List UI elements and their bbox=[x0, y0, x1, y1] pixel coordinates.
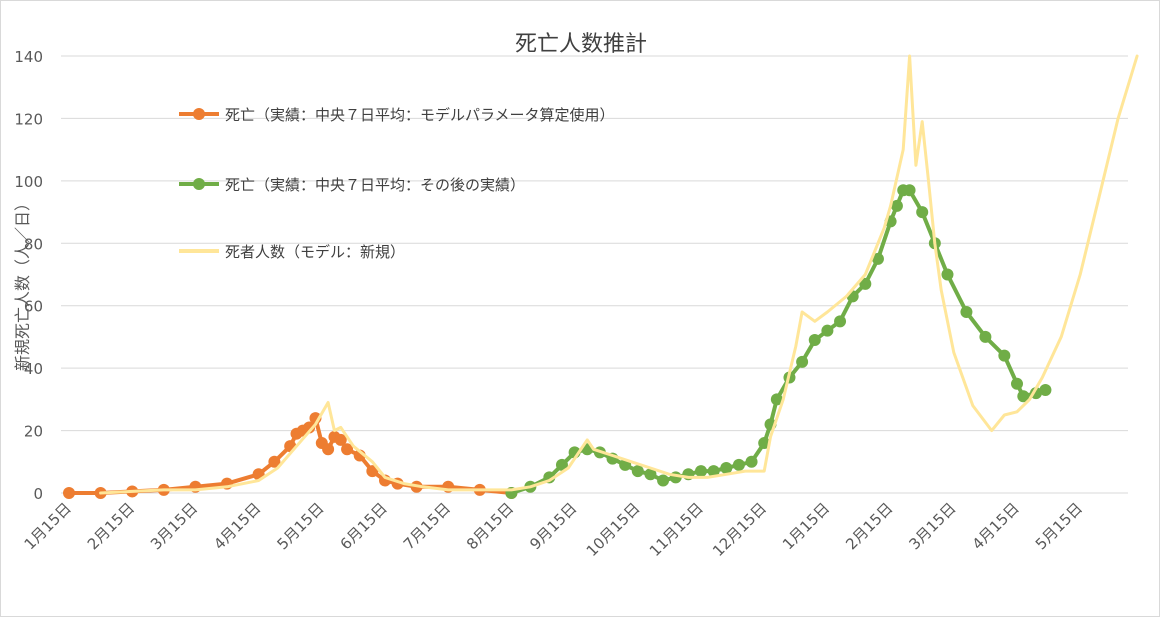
chart-title: 死亡人数推計 bbox=[515, 32, 647, 57]
x-tick-label: 12月15日 bbox=[709, 499, 770, 560]
legend-marker-green bbox=[193, 178, 205, 190]
y-axis-label: 新規死亡人数（人／日） bbox=[13, 195, 32, 371]
data-point bbox=[998, 349, 1011, 362]
data-point bbox=[334, 433, 347, 446]
y-axis-ticks: 0 20 40 60 80 100 120 140 bbox=[14, 48, 43, 503]
gridlines bbox=[61, 55, 1128, 494]
x-tick-label: 5月15日 bbox=[273, 499, 327, 553]
data-point bbox=[758, 437, 771, 450]
y-tick-label: 100 bbox=[14, 173, 43, 191]
x-tick-label: 1月15日 bbox=[21, 499, 75, 553]
data-point bbox=[555, 458, 568, 471]
data-point bbox=[1011, 377, 1023, 390]
data-point bbox=[322, 443, 335, 456]
data-point bbox=[63, 487, 75, 499]
x-tick-label: 4月15日 bbox=[210, 499, 264, 553]
legend-label-green: 死亡（実績：中央７日平均：その後の実績） bbox=[225, 176, 525, 194]
y-tick-label: 140 bbox=[14, 48, 43, 66]
x-tick-label: 3月15日 bbox=[905, 499, 959, 553]
data-point bbox=[871, 252, 884, 265]
y-tick-label: 120 bbox=[14, 110, 43, 128]
data-point bbox=[834, 315, 847, 328]
x-tick-label: 2月15日 bbox=[842, 499, 896, 553]
data-point bbox=[631, 465, 644, 478]
data-point bbox=[366, 465, 379, 478]
x-tick-label: 7月15日 bbox=[400, 499, 454, 553]
x-tick-label: 6月15日 bbox=[337, 499, 391, 553]
series-line-2 bbox=[99, 54, 1139, 495]
x-tick-label: 9月15日 bbox=[526, 499, 580, 553]
x-tick-label: 11月15日 bbox=[646, 499, 707, 560]
data-point bbox=[941, 268, 954, 281]
data-point bbox=[303, 421, 316, 434]
x-tick-label: 5月15日 bbox=[1032, 499, 1086, 553]
y-tick-label: 0 bbox=[33, 485, 43, 503]
data-point bbox=[657, 474, 670, 487]
legend-item-orange: 死亡（実績：中央７日平均：モデルパラメータ算定使用） bbox=[179, 106, 615, 124]
data-point bbox=[979, 330, 992, 343]
data-point bbox=[890, 199, 903, 212]
legend-label-yellow: 死者人数（モデル：新規） bbox=[225, 243, 405, 261]
y-tick-label: 20 bbox=[24, 423, 43, 441]
data-point bbox=[707, 465, 720, 478]
data-point bbox=[732, 458, 745, 471]
legend-item-yellow: 死者人数（モデル：新規） bbox=[179, 243, 405, 261]
data-point bbox=[960, 305, 973, 318]
data-point bbox=[903, 184, 916, 197]
data-point bbox=[695, 465, 707, 478]
data-point bbox=[859, 277, 872, 290]
data-point bbox=[770, 393, 783, 406]
y-tick-label: 80 bbox=[24, 235, 43, 253]
x-tick-label: 10月15日 bbox=[583, 499, 644, 560]
legend-item-green: 死亡（実績：中央７日平均：その後の実績） bbox=[179, 176, 525, 194]
data-point bbox=[1017, 390, 1030, 403]
x-tick-label: 8月15日 bbox=[463, 499, 517, 553]
y-tick-label: 60 bbox=[24, 298, 43, 316]
data-point bbox=[644, 468, 657, 481]
data-point bbox=[916, 206, 929, 219]
x-tick-label: 1月15日 bbox=[779, 499, 833, 553]
x-tick-label: 2月15日 bbox=[84, 499, 138, 553]
data-point bbox=[1039, 383, 1052, 396]
data-point bbox=[341, 443, 354, 456]
data-point bbox=[268, 455, 281, 468]
data-point bbox=[808, 334, 821, 347]
x-axis-ticks: 1月15日 2月15日 3月15日 4月15日 5月15日 6月15日 7月15日 8月15日… bbox=[21, 499, 1086, 560]
legend: 死亡（実績：中央７日平均：モデルパラメータ算定使用） 死亡（実績：中央７日平均：… bbox=[179, 106, 615, 261]
data-point bbox=[821, 324, 834, 337]
data-point bbox=[720, 462, 733, 475]
legend-marker-orange bbox=[193, 108, 205, 120]
legend-label-orange: 死亡（実績：中央７日平均：モデルパラメータ算定使用） bbox=[225, 106, 615, 124]
x-tick-label: 4月15日 bbox=[969, 499, 1023, 553]
plot-area bbox=[63, 54, 1139, 499]
y-tick-label: 40 bbox=[24, 360, 43, 378]
data-point bbox=[745, 455, 758, 468]
data-point bbox=[796, 355, 809, 368]
x-tick-label: 3月15日 bbox=[147, 499, 201, 553]
